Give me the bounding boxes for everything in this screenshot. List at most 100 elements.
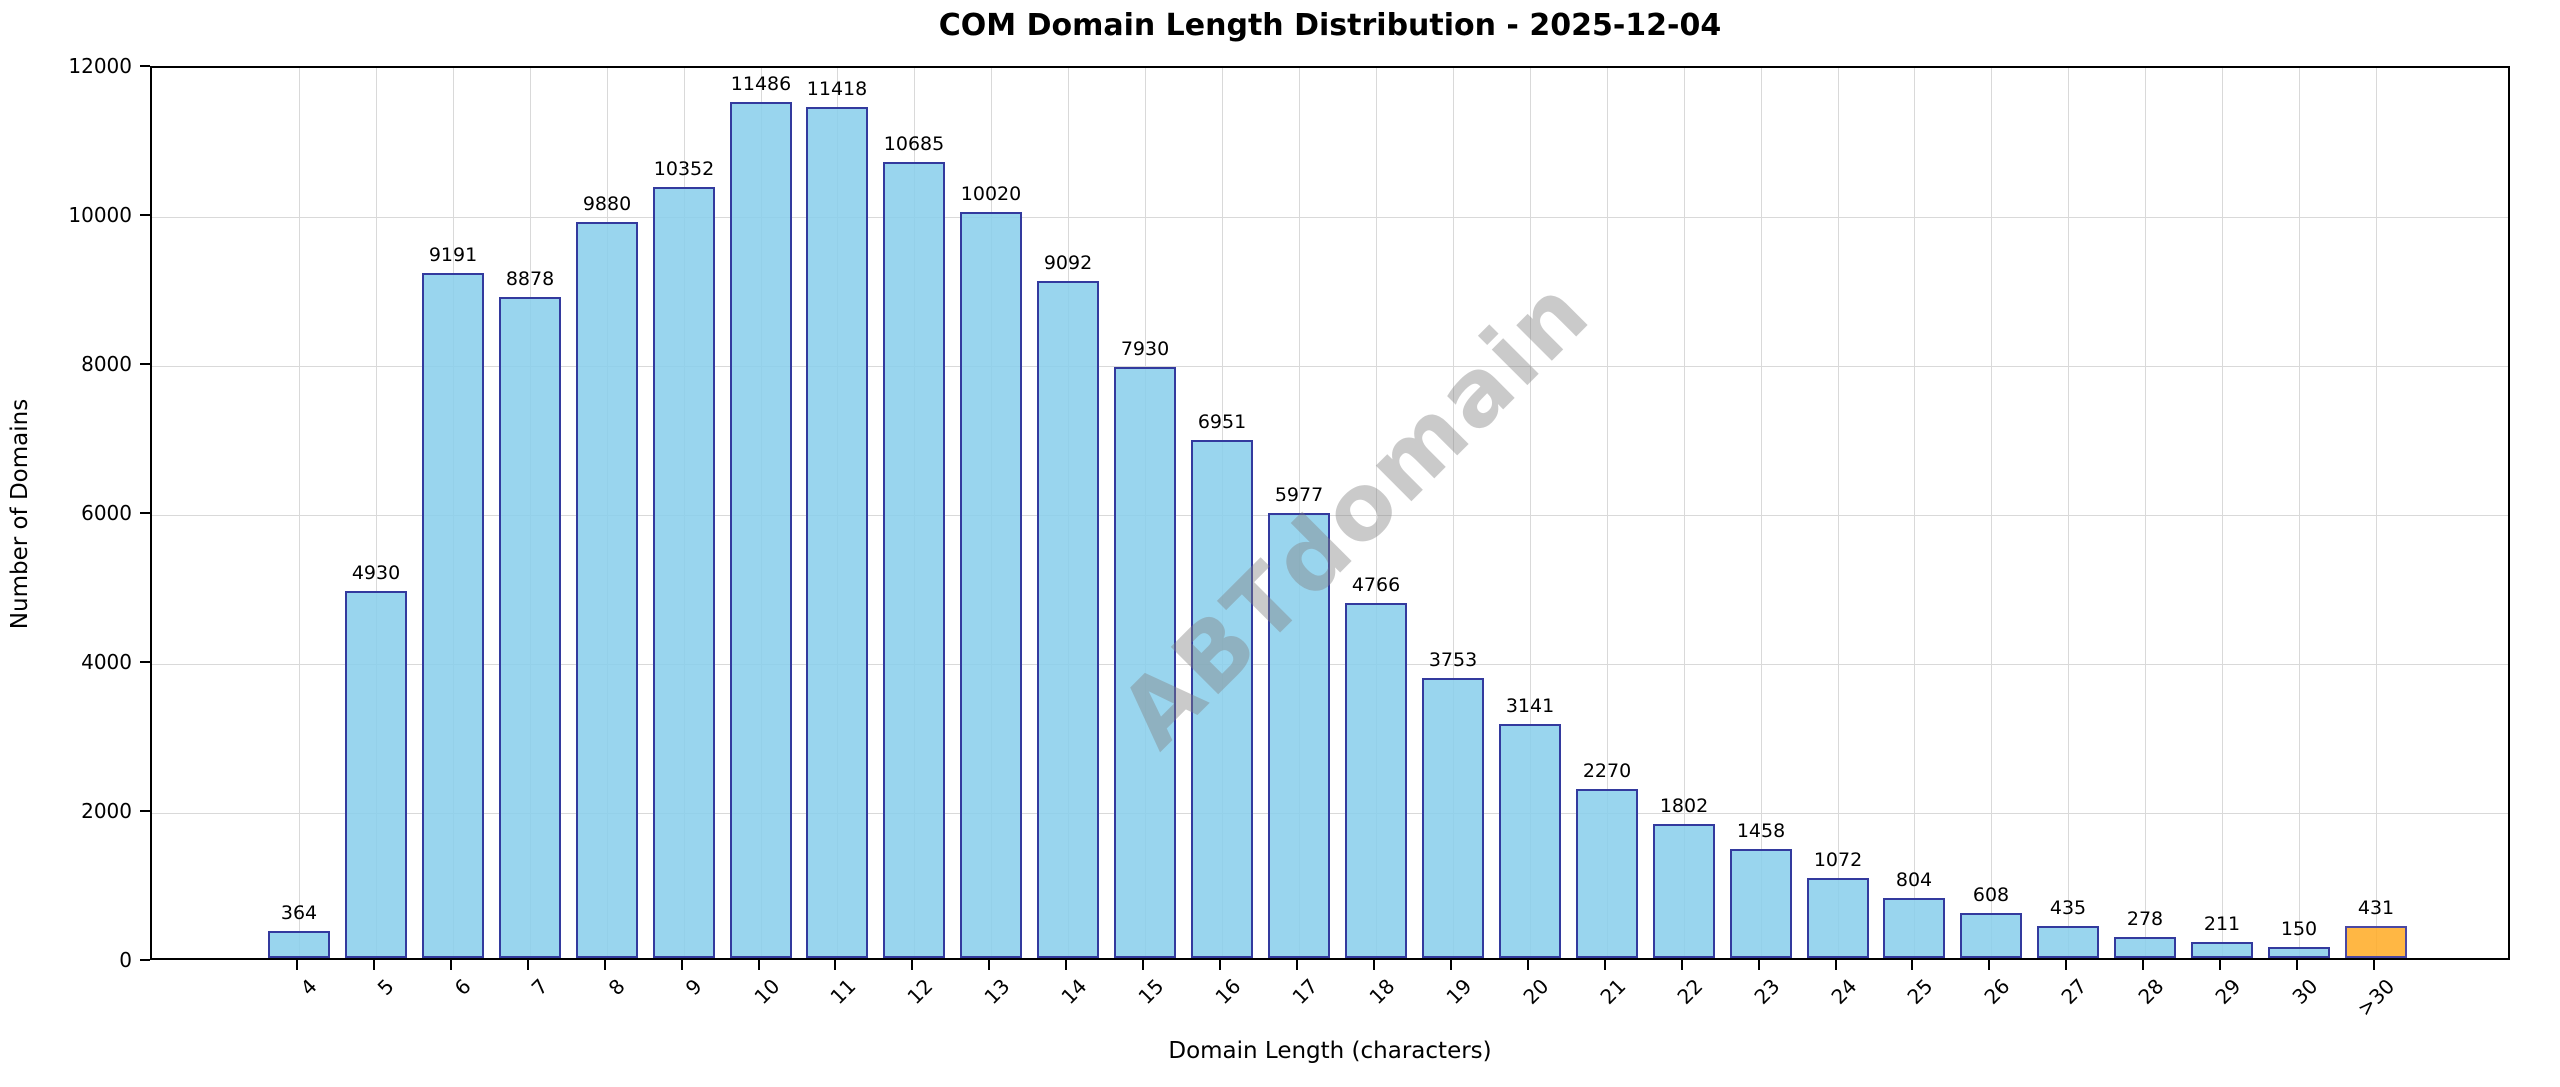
h-gridline [152,515,2508,516]
x-tick-label: 8 [603,974,630,1000]
x-tick-label: 22 [1672,974,1707,1009]
x-tick-label: 13 [979,974,1014,1009]
bar-value-label: 364 [280,902,318,924]
h-gridline [152,217,2508,218]
bar-13 [960,212,1022,958]
x-tick-mark [1527,960,1529,970]
x-tick-label: 5 [372,974,399,1000]
bar-value-label: 7930 [1120,338,1170,360]
y-tick-mark [140,214,150,216]
bar-6 [422,273,484,958]
x-tick-mark [1911,960,1913,970]
bar-28 [2114,937,2176,958]
x-tick-label: 24 [1826,974,1861,1009]
v-gridline [1376,68,1377,958]
v-gridline [1530,68,1531,958]
bar-15 [1114,367,1176,958]
bar-value-label: 2270 [1582,760,1632,782]
x-tick-mark [604,960,606,970]
bar-8 [576,222,638,958]
bar-27 [2037,926,2099,958]
v-gridline [1453,68,1454,958]
bar-value-label: 10020 [960,183,1022,205]
x-tick-mark [2142,960,2144,970]
bar-value-label: 150 [2280,918,2318,940]
bar-value-label: 11486 [730,73,792,95]
bar-25 [1883,898,1945,958]
bar-value-label: 6951 [1197,411,1247,433]
x-tick-mark [527,960,529,970]
x-tick-label: 25 [1902,974,1937,1009]
bar-11 [806,107,868,958]
v-gridline [299,68,300,958]
bar-value-label: 608 [1972,884,2010,906]
x-tick-mark [911,960,913,970]
x-tick-mark [1296,960,1298,970]
v-gridline [1607,68,1608,958]
x-tick-label: 17 [1287,974,1322,1009]
x-tick-label: 15 [1133,974,1168,1009]
x-tick-label: 26 [1979,974,2014,1009]
bar-value-label: 211 [2203,913,2241,935]
bar-value-label: 435 [2049,897,2087,919]
bar-4 [268,931,330,958]
bar-14 [1037,281,1099,958]
x-tick-label: 12 [902,974,937,1009]
bar-value-label: 9092 [1043,252,1093,274]
x-tick-mark [1142,960,1144,970]
y-tick-mark [140,363,150,365]
x-tick-mark [681,960,683,970]
y-tick-mark [140,661,150,663]
v-gridline [1838,68,1839,958]
x-tick-mark [1373,960,1375,970]
bar-value-label: 10352 [653,158,715,180]
v-gridline [376,68,377,958]
bar->30 [2345,926,2407,958]
y-tick-label: 0 [119,948,132,972]
bar-30 [2268,947,2330,958]
bar-value-label: 9191 [428,244,478,266]
bar-value-label: 3141 [1505,695,1555,717]
x-tick-label: 9 [680,974,707,1000]
y-tick-mark [140,959,150,961]
v-gridline [1914,68,1915,958]
x-tick-mark [1681,960,1683,970]
x-tick-label: 28 [2133,974,2168,1009]
y-tick-mark [140,65,150,67]
bar-value-label: 1802 [1659,795,1709,817]
x-tick-mark [1219,960,1221,970]
bar-value-label: 8878 [505,268,555,290]
bar-18 [1345,603,1407,958]
v-gridline [1684,68,1685,958]
x-tick-label: 30 [2287,974,2322,1009]
x-tick-label: 29 [2210,974,2245,1009]
x-tick-label: 21 [1595,974,1630,1009]
chart-title: COM Domain Length Distribution - 2025-12… [938,8,1722,43]
x-tick-label: 20 [1518,974,1553,1009]
x-tick-label: 27 [2056,974,2091,1009]
bar-value-label: 1072 [1813,849,1863,871]
bar-26 [1960,913,2022,958]
v-gridline [2068,68,2069,958]
bar-value-label: 11418 [806,78,868,100]
v-gridline [1761,68,1762,958]
bar-5 [345,591,407,958]
h-gridline [152,813,2508,814]
x-tick-mark [758,960,760,970]
bar-value-label: 4930 [351,562,401,584]
x-tick-label: 19 [1441,974,1476,1009]
bar-value-label: 3753 [1428,649,1478,671]
y-tick-mark [140,512,150,514]
x-tick-label: 4 [295,974,322,1000]
bar-9 [653,187,715,958]
bar-value-label: 5977 [1274,484,1324,506]
h-gridline [152,664,2508,665]
bar-value-label: 278 [2126,908,2164,930]
bar-16 [1191,440,1253,958]
plot-area: 364 4930 9191 8878 9880 10352 11486 11418 10685 1… [150,66,2510,960]
x-tick-label: 11 [825,974,860,1009]
y-tick-mark [140,810,150,812]
bar-10 [730,102,792,958]
x-tick-mark [450,960,452,970]
